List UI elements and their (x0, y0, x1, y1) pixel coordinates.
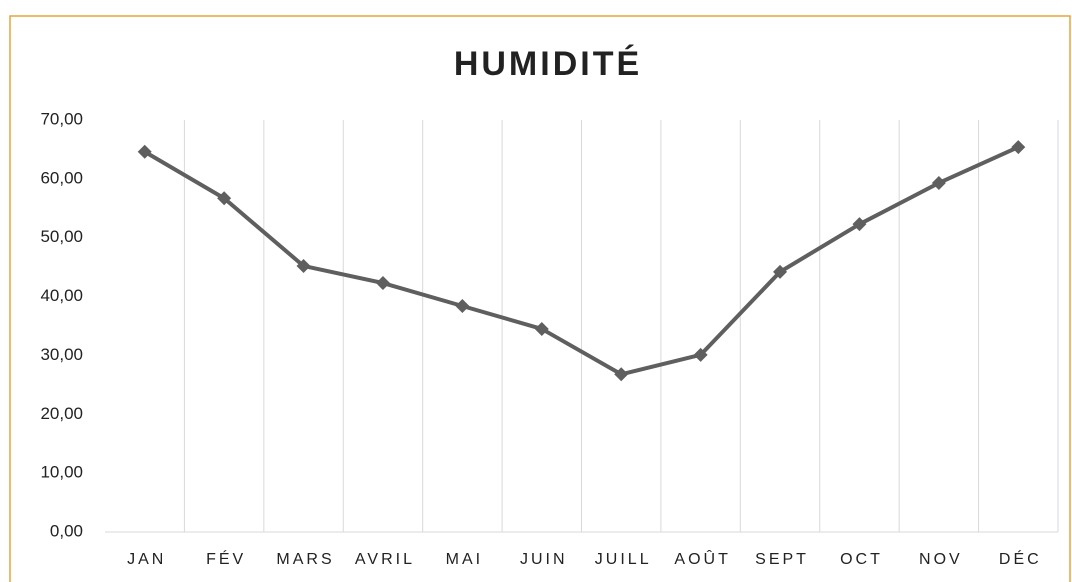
x-tick-label: OCT (840, 551, 883, 568)
y-tick-label: 20,00 (40, 404, 83, 423)
x-tick-label: DÉC (999, 549, 1042, 568)
marker (693, 347, 708, 362)
marker (852, 217, 867, 232)
marker (455, 298, 470, 313)
chart-border (9, 15, 1071, 582)
marker (534, 321, 549, 336)
x-tick-label: SEPT (755, 551, 809, 568)
x-tick-label: AVRIL (355, 551, 415, 568)
y-tick-label: 10,00 (40, 463, 83, 482)
y-tick-label: 0,00 (50, 521, 83, 540)
x-tick-label: MAI (446, 551, 483, 568)
marker (773, 264, 788, 279)
line (143, 145, 1020, 377)
marker (217, 191, 232, 206)
y-tick-label: 40,00 (40, 286, 83, 305)
marker (296, 258, 311, 273)
x-tick-label: NOV (919, 551, 963, 568)
chart-title: HUMIDITÉ (454, 45, 642, 83)
x-tick-label: FÉV (206, 549, 246, 568)
marker (1011, 140, 1026, 155)
y-tick-label: 70,00 (40, 109, 83, 128)
x-tick-label: JUIN (520, 551, 568, 568)
x-tick-label: AOÛT (674, 549, 730, 568)
y-tick-label: 60,00 (40, 168, 83, 187)
marker (931, 175, 946, 190)
marker (614, 367, 629, 382)
marker (137, 144, 152, 159)
marker (375, 276, 390, 291)
y-tick-label: 50,00 (40, 227, 83, 246)
x-tick-label: JAN (127, 551, 166, 568)
x-tick-label: JUILL (595, 551, 652, 568)
x-tick-label: MARS (276, 551, 334, 568)
y-tick-label: 30,00 (40, 345, 83, 364)
